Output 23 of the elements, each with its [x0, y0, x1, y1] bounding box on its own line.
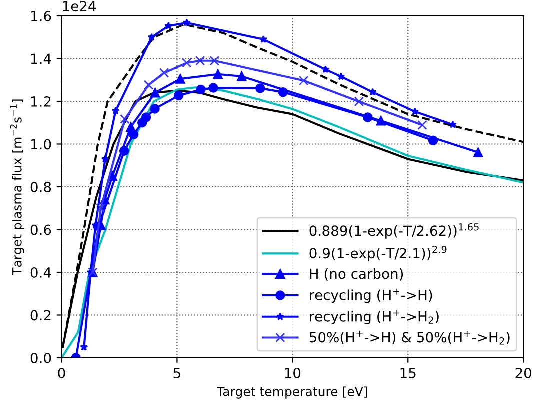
x-tick-label: 5	[174, 368, 180, 378]
x-axis-title: Target temperature [eV]	[217, 386, 368, 399]
y-tick-label: 1.0	[31, 139, 52, 150]
y-tick-label: 1.4	[31, 54, 52, 64]
legend-label: 0.9(1-exp(-T/2.1))$^{2.9}$	[310, 246, 447, 262]
y-tick-label: 0.2	[30, 310, 51, 321]
y-tick-label: 1.6	[31, 10, 52, 22]
x-tick-label: 15	[400, 368, 416, 378]
y-tick-label: 0.0	[30, 352, 52, 364]
y-tick-label: 0.6	[30, 224, 52, 236]
legend-label: 50%(H$^{+}$->H) & 50%(H$^{+}$->H$_{2}$)	[310, 331, 510, 345]
legend-label: H (no carbon)	[310, 268, 404, 281]
legend-label: recycling (H$^{+}$->H)	[310, 288, 432, 304]
legend-label: 0.889(1-exp(-T/2.62))$^{1.65}$	[310, 223, 479, 239]
x-tick-label: 20	[516, 368, 532, 378]
text: 1e24	[63, 1, 96, 12]
x-tick-label: 0	[58, 368, 66, 378]
x-tick-label: 10	[285, 368, 301, 378]
legend-label: recycling (H$^{+}$->H$_{2}$)	[310, 310, 439, 325]
y-axis-title: Target plasma flux [m$^{−2}$s$^{−1}$]	[10, 100, 24, 276]
y-tick-label: 0.8	[30, 182, 52, 192]
y-tick-label: 1.2	[31, 96, 51, 107]
y-tick-label: 0.4	[30, 267, 52, 278]
